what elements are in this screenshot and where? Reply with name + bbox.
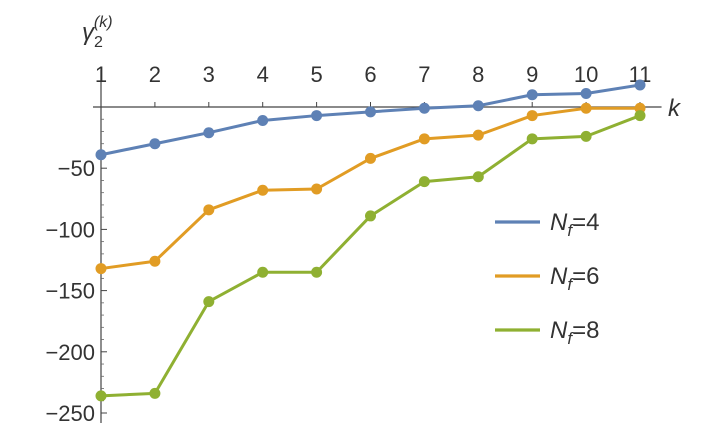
data-point xyxy=(634,79,646,91)
data-point xyxy=(149,255,161,267)
data-point xyxy=(472,129,484,141)
data-point xyxy=(418,102,430,114)
data-point xyxy=(365,106,376,118)
y-tick-label: −250 xyxy=(45,401,95,426)
data-point xyxy=(472,171,484,183)
data-point xyxy=(149,387,161,399)
data-point xyxy=(472,100,484,112)
data-point xyxy=(149,138,161,150)
series-line-1 xyxy=(100,83,641,157)
x-tick-label: 7 xyxy=(418,62,430,87)
data-point xyxy=(311,266,323,278)
data-point xyxy=(257,184,269,196)
data-point xyxy=(526,110,538,122)
data-point xyxy=(95,149,107,161)
data-point xyxy=(203,204,215,216)
legend: Nf=4 Nf=6 Nf=8 xyxy=(495,209,599,348)
data-point xyxy=(203,127,215,139)
y-tick-label: −50 xyxy=(58,156,95,181)
x-tick-label: 9 xyxy=(526,62,538,87)
y-axis-label: γ2(k) xyxy=(82,14,113,51)
series-line-2 xyxy=(100,106,640,271)
x-axis-label: k xyxy=(668,95,682,122)
legend-label: Nf=6 xyxy=(550,263,599,294)
x-tick-label: 10 xyxy=(574,62,598,87)
data-point xyxy=(580,130,592,142)
data-point xyxy=(580,102,592,114)
axes: 1 2 3 4 5 6 7 8 9 10 11 −250 −200 −150 −100 −50 k γ2(k) xyxy=(45,14,682,426)
data-point xyxy=(311,183,323,195)
data-point xyxy=(418,176,430,188)
data-point xyxy=(580,88,592,100)
legend-label: Nf=8 xyxy=(550,317,599,348)
data-point xyxy=(634,110,646,122)
data-point xyxy=(257,114,269,126)
y-tick-label: −200 xyxy=(45,340,95,365)
x-tick-label: 1 xyxy=(95,62,107,87)
x-tick-label: 2 xyxy=(149,62,161,87)
x-tick-label: 6 xyxy=(364,62,376,87)
x-tick-label: 3 xyxy=(203,62,215,87)
x-tick-label: 8 xyxy=(472,62,484,87)
data-point xyxy=(311,110,323,122)
y-tick-label: −150 xyxy=(45,279,95,304)
data-point xyxy=(95,390,107,402)
legend-label: Nf=4 xyxy=(550,209,599,240)
series-layer xyxy=(95,79,646,402)
data-point xyxy=(526,133,538,145)
data-point xyxy=(203,296,215,308)
x-tick-label: 11 xyxy=(629,62,652,87)
data-point xyxy=(95,263,107,275)
x-tick-label: 5 xyxy=(310,62,322,87)
y-tick-label: −100 xyxy=(45,217,95,242)
data-point xyxy=(526,89,538,101)
data-point xyxy=(257,266,269,278)
data-point xyxy=(365,152,376,164)
data-point xyxy=(365,210,376,222)
data-point xyxy=(418,133,430,145)
x-tick-label: 4 xyxy=(257,62,269,87)
